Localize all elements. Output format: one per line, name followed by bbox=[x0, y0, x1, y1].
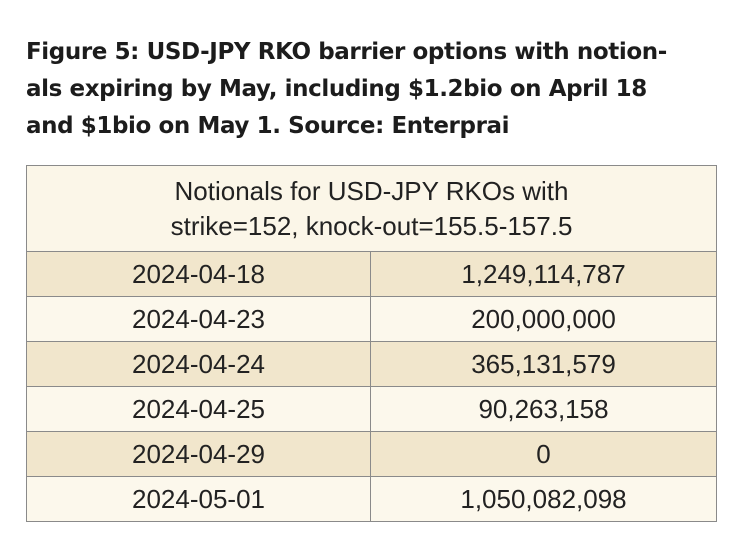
notional-cell: 200,000,000 bbox=[369, 296, 718, 342]
caption-line: Figure 5: USD-JPY RKO barrier options wi… bbox=[26, 39, 667, 65]
table-header-line: Notionals for USD-JPY RKOs with bbox=[174, 175, 569, 206]
table-row: 2024-04-23 200,000,000 bbox=[26, 296, 718, 342]
date-cell: 2024-04-23 bbox=[26, 296, 371, 342]
date-cell: 2024-04-24 bbox=[26, 341, 371, 387]
table-header-line: strike=152, knock-out=155.5-157.5 bbox=[170, 210, 573, 241]
date-cell: 2024-04-29 bbox=[26, 431, 371, 477]
table-row: 2024-04-25 90,263,158 bbox=[26, 386, 718, 432]
notional-cell: 1,050,082,098 bbox=[369, 476, 718, 522]
caption-line: and $1bio on May 1. Source: Enterprai bbox=[26, 113, 510, 139]
notional-cell: 90,263,158 bbox=[369, 386, 718, 432]
notional-cell: 365,131,579 bbox=[369, 341, 718, 387]
caption-line: als expiring by May, including $1.2bio o… bbox=[26, 76, 647, 102]
figure-caption: Figure 5: USD-JPY RKO barrier options wi… bbox=[26, 34, 716, 145]
table-header: Notionals for USD-JPY RKOs with strike=1… bbox=[25, 165, 718, 252]
table-row: 2024-04-29 0 bbox=[26, 431, 718, 477]
table-row: 2024-04-18 1,249,114,787 bbox=[26, 251, 718, 297]
date-cell: 2024-04-25 bbox=[26, 386, 371, 432]
table-row: 2024-04-24 365,131,579 bbox=[26, 341, 718, 387]
table-header-row: Notionals for USD-JPY RKOs with strike=1… bbox=[25, 165, 718, 252]
notional-cell: 1,249,114,787 bbox=[369, 251, 718, 297]
date-cell: 2024-05-01 bbox=[26, 476, 371, 522]
date-cell: 2024-04-18 bbox=[26, 251, 371, 297]
notional-cell: 0 bbox=[369, 431, 718, 477]
notionals-table: Notionals for USD-JPY RKOs with strike=1… bbox=[25, 165, 718, 522]
table-row: 2024-05-01 1,050,082,098 bbox=[26, 476, 718, 522]
